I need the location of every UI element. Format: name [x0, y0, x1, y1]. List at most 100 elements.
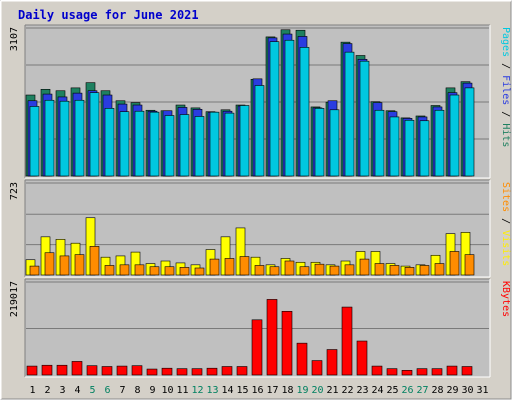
bar-middle-sites-day-3 [59, 255, 70, 276]
bar-middle-sites-day-30 [464, 254, 475, 276]
x-tick-day-27: 27 [416, 385, 428, 396]
x-tick-day-17: 17 [266, 385, 278, 396]
bar-top-pages-day-17 [269, 41, 280, 177]
ymax-label-bottom: 219017 [9, 281, 20, 317]
bar-bottom-kbytes-day-8 [131, 365, 143, 376]
bar-bottom-kbytes-day-22 [341, 306, 353, 376]
bar-middle-sites-day-22 [344, 264, 355, 276]
bar-middle-sites-day-18 [284, 260, 295, 276]
legend-part-top-0: Pages [500, 27, 511, 57]
x-tick-day-24: 24 [371, 385, 383, 396]
x-tick-day-1: 1 [29, 385, 35, 396]
series-legend-top: Pages / Files / Hits [500, 27, 511, 147]
bar-middle-sites-day-27 [419, 265, 430, 276]
x-tick-day-8: 8 [134, 385, 140, 396]
bar-bottom-kbytes-day-26 [401, 370, 413, 376]
bar-top-pages-day-19 [299, 47, 310, 177]
x-tick-day-29: 29 [446, 385, 458, 396]
x-tick-day-7: 7 [119, 385, 125, 396]
bar-top-pages-day-22 [344, 51, 355, 177]
bar-top-pages-day-8 [134, 110, 145, 177]
x-tick-day-9: 9 [149, 385, 155, 396]
bar-top-pages-day-23 [359, 60, 370, 177]
legend-part-bottom-0: KBytes [500, 281, 511, 317]
bar-top-pages-day-24 [374, 109, 385, 177]
x-tick-day-3: 3 [59, 385, 65, 396]
x-tick-day-15: 15 [236, 385, 248, 396]
bar-bottom-kbytes-day-28 [431, 368, 443, 376]
bar-middle-sites-day-7 [119, 264, 130, 276]
bar-top-pages-day-15 [239, 105, 250, 177]
bar-bottom-kbytes-day-12 [191, 368, 203, 376]
bar-top-pages-day-5 [89, 92, 100, 177]
bar-bottom-kbytes-day-23 [356, 340, 368, 376]
bar-middle-sites-day-11 [179, 267, 190, 276]
x-tick-day-11: 11 [176, 385, 188, 396]
panel-middle: 723 Sites / Visits [9, 179, 511, 278]
legend-part-top-2: Files [500, 75, 511, 105]
bar-middle-sites-day-21 [329, 265, 340, 276]
bar-top-pages-day-26 [404, 119, 415, 177]
bar-top-pages-day-2 [44, 99, 55, 177]
bar-top-pages-day-1 [29, 106, 40, 177]
x-tick-day-25: 25 [386, 385, 398, 396]
x-tick-day-30: 30 [461, 385, 473, 396]
bar-top-pages-day-27 [419, 120, 430, 177]
bar-middle-sites-day-14 [224, 258, 235, 276]
x-tick-day-6: 6 [104, 385, 110, 396]
x-tick-day-12: 12 [191, 385, 203, 396]
bar-middle-sites-day-1 [29, 265, 40, 276]
x-tick-day-31: 31 [476, 385, 488, 396]
bar-middle-sites-day-20 [314, 263, 325, 276]
bar-top-pages-day-29 [449, 94, 460, 177]
bar-middle-sites-day-25 [389, 265, 400, 276]
bar-middle-sites-day-6 [104, 265, 115, 276]
bar-bottom-kbytes-day-5 [86, 365, 98, 376]
bar-middle-sites-day-23 [359, 258, 370, 276]
bar-bottom-kbytes-day-17 [266, 299, 278, 376]
bar-top-pages-day-30 [464, 87, 475, 177]
x-tick-day-5: 5 [89, 385, 95, 396]
bar-middle-sites-day-13 [209, 258, 220, 276]
bar-middle-sites-day-24 [374, 263, 385, 276]
bar-top-pages-day-10 [164, 115, 175, 177]
bar-bottom-kbytes-day-19 [296, 342, 308, 376]
bar-top-pages-day-12 [194, 116, 205, 177]
bar-bottom-kbytes-day-1 [26, 365, 38, 376]
bar-middle-sites-day-9 [149, 266, 160, 276]
bar-bottom-kbytes-day-21 [326, 349, 338, 376]
x-tick-day-28: 28 [431, 385, 443, 396]
bar-top-pages-day-9 [149, 111, 160, 177]
chart-title: Daily usage for June 2021 [18, 8, 199, 22]
bar-bottom-kbytes-day-29 [446, 365, 458, 376]
bar-bottom-kbytes-day-16 [251, 319, 263, 376]
bar-bottom-kbytes-day-9 [146, 368, 158, 376]
bar-top-pages-day-16 [254, 85, 265, 177]
bar-middle-sites-day-28 [434, 263, 445, 276]
bar-middle-sites-day-8 [134, 264, 145, 276]
legend-part-top-1: / [500, 57, 511, 75]
x-tick-day-21: 21 [326, 385, 338, 396]
x-tick-day-26: 26 [401, 385, 413, 396]
bar-top-pages-day-13 [209, 111, 220, 177]
bar-middle-sites-day-15 [239, 256, 250, 276]
bar-middle-sites-day-26 [404, 267, 415, 276]
bar-bottom-kbytes-day-7 [116, 365, 128, 376]
bar-bottom-kbytes-day-18 [281, 311, 293, 376]
bar-bottom-kbytes-day-24 [371, 365, 383, 376]
legend-part-top-3: / [500, 105, 511, 123]
bar-middle-sites-day-19 [299, 266, 310, 276]
bar-bottom-kbytes-day-2 [41, 364, 53, 376]
bar-bottom-kbytes-day-15 [236, 366, 248, 376]
bar-bottom-kbytes-day-11 [176, 368, 188, 376]
legend-part-middle-0: Sites [500, 182, 511, 212]
bar-top-pages-day-7 [119, 111, 130, 177]
bar-top-pages-day-3 [59, 100, 70, 177]
bar-bottom-kbytes-day-4 [71, 361, 83, 376]
bar-top-pages-day-11 [179, 114, 190, 177]
bar-middle-sites-day-10 [164, 266, 175, 276]
bar-middle-sites-day-16 [254, 265, 265, 276]
bar-top-pages-day-25 [389, 116, 400, 177]
x-tick-day-13: 13 [206, 385, 218, 396]
